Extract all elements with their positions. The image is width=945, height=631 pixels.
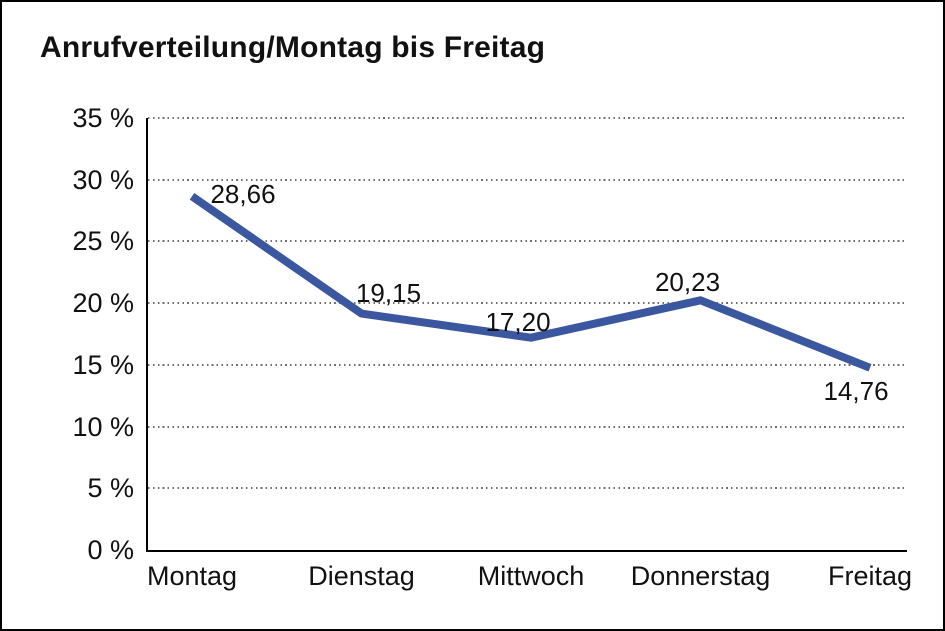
y-axis-line <box>146 118 148 552</box>
data-label-dienstag: 19,15 <box>355 277 422 308</box>
data-label-freitag: 14,76 <box>823 375 889 406</box>
data-label-montag: 28,66 <box>210 179 276 210</box>
data-label-donnerstag: 20,23 <box>654 267 721 298</box>
gridline-20 <box>148 302 907 305</box>
chart-title: Anrufverteilung/Montag bis Freitag <box>40 31 546 64</box>
y-tick-label: 35 % <box>72 103 134 133</box>
x-category-label-mittwoch: Mittwoch <box>477 561 585 591</box>
x-category-label-dienstag: Dienstag <box>308 561 415 591</box>
x-category-label-donnerstag: Donnerstag <box>630 561 771 591</box>
y-tick-label: 10 % <box>72 411 134 442</box>
data-label-mittwoch: 17,20 <box>485 306 551 337</box>
gridline-5 <box>148 487 907 490</box>
call-distribution-line <box>189 193 872 372</box>
x-axis-line <box>146 550 907 552</box>
y-tick-label: 5 % <box>87 473 134 504</box>
gridline-35 <box>148 117 907 119</box>
x-category-label-montag: Montag <box>146 561 238 591</box>
gridline-15 <box>148 363 907 366</box>
gridline-10 <box>148 425 907 428</box>
gridline-25 <box>148 240 907 243</box>
x-category-label-freitag: Freitag <box>827 561 913 591</box>
y-tick-label: 20 % <box>72 288 134 319</box>
gridline-30 <box>148 178 907 181</box>
y-tick-label: 15 % <box>72 349 134 380</box>
y-tick-label: 0 % <box>87 535 134 565</box>
y-tick-label: 25 % <box>72 226 134 257</box>
y-tick-label: 30 % <box>72 164 134 195</box>
